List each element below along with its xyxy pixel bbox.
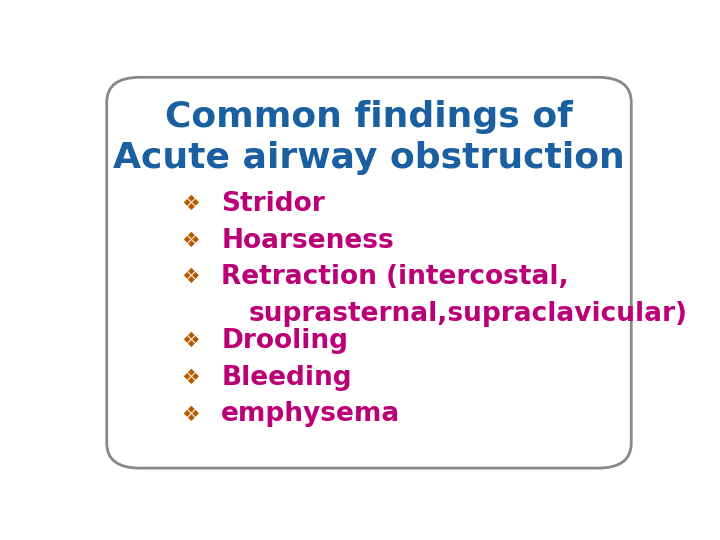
Text: emphysema: emphysema xyxy=(221,401,400,428)
Text: ❖: ❖ xyxy=(181,194,200,214)
Text: ❖: ❖ xyxy=(181,404,200,424)
Text: Drooling: Drooling xyxy=(221,328,348,354)
FancyBboxPatch shape xyxy=(107,77,631,468)
Text: Bleeding: Bleeding xyxy=(221,365,352,391)
Text: ❖: ❖ xyxy=(181,368,200,388)
Text: Retraction (intercostal,: Retraction (intercostal, xyxy=(221,264,569,291)
Text: ❖: ❖ xyxy=(181,231,200,251)
Text: suprasternal,supraclavicular): suprasternal,supraclavicular) xyxy=(249,301,688,327)
Text: ❖: ❖ xyxy=(181,332,200,352)
Text: Stridor: Stridor xyxy=(221,191,325,217)
Text: Hoarseness: Hoarseness xyxy=(221,228,394,254)
Text: Common findings of: Common findings of xyxy=(165,100,573,134)
Text: ❖: ❖ xyxy=(181,267,200,287)
Text: Acute airway obstruction: Acute airway obstruction xyxy=(113,141,625,176)
